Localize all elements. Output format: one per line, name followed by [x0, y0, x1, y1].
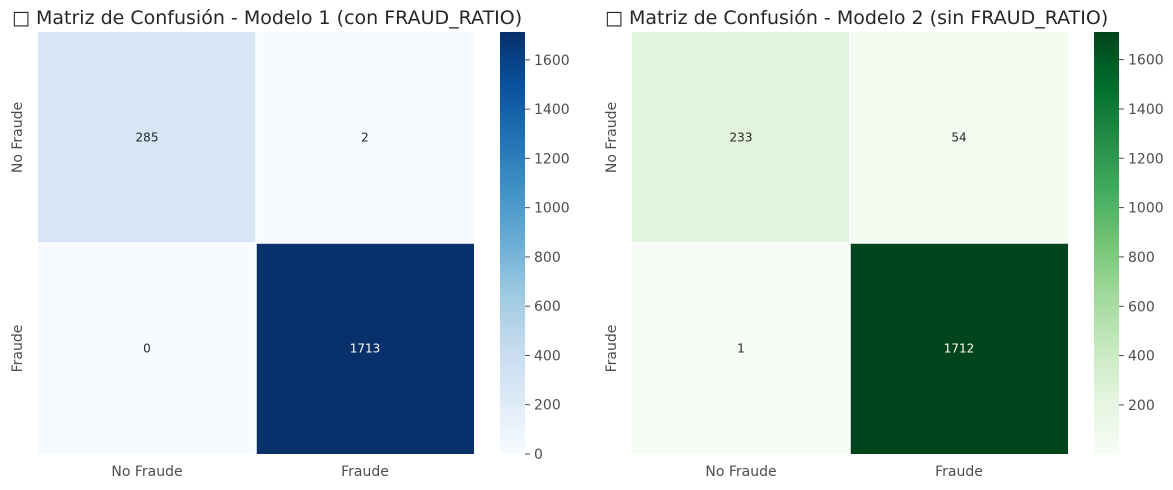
chart-1-colorbar-tick-label: 1400 — [534, 102, 570, 118]
chart-1-colorbar-tick-label: 600 — [534, 299, 561, 315]
chart-2-colorbar-tick-label: 600 — [1128, 299, 1155, 315]
chart-2-x-tick-label: Fraude — [935, 464, 983, 480]
chart-1-colorbar — [500, 32, 525, 454]
chart-2-x-tick-label: No Fraude — [705, 464, 776, 480]
chart-2-colorbar-tick-label: 200 — [1128, 398, 1155, 414]
chart-2-cell-1-0 — [632, 243, 850, 454]
chart-2-cell-0-1 — [850, 32, 1068, 243]
chart-1-cell-label-1-0: 0 — [143, 342, 151, 356]
chart-2-y-tick-label: Fraude — [604, 325, 620, 373]
chart-1-cell-1-0 — [38, 243, 256, 454]
chart-1-colorbar-tick-label: 0 — [534, 447, 543, 463]
chart-2-colorbar-tick-label: 800 — [1128, 250, 1155, 266]
chart-2-colorbar-tick-label: 400 — [1128, 349, 1155, 365]
chart-2-cell-label-0-0: 233 — [730, 131, 753, 145]
chart-1-x-tick-label: No Fraude — [111, 464, 182, 480]
chart-2-colorbar-tick-label: 1600 — [1128, 53, 1164, 69]
chart-2-cell-label-1-0: 1 — [737, 342, 745, 356]
chart-1-colorbar-tick-label: 1600 — [534, 53, 570, 69]
chart-1: □ Matriz de Confusión - Modelo 1 (con FR… — [10, 7, 570, 480]
chart-2-y-tick-label: No Fraude — [604, 102, 620, 173]
chart-1-colorbar-tick-label: 800 — [534, 250, 561, 266]
chart-1-colorbar-tick-label: 1000 — [534, 201, 570, 217]
chart-2-cell-label-1-1: 1712 — [944, 342, 975, 356]
chart-1-cell-label-0-1: 2 — [361, 131, 369, 145]
chart-2-colorbar — [1094, 32, 1119, 454]
chart-1-cell-label-0-0: 285 — [136, 131, 159, 145]
chart-1-cell-0-0 — [38, 32, 256, 243]
chart-2-cell-1-1 — [850, 243, 1068, 454]
chart-1-cell-label-1-1: 1713 — [350, 342, 381, 356]
chart-1-cell-0-1 — [256, 32, 474, 243]
chart-2-colorbar-tick-label: 1400 — [1128, 102, 1164, 118]
chart-2-colorbar-tick-label: 1200 — [1128, 151, 1164, 167]
chart-2-cell-0-0 — [632, 32, 850, 243]
chart-1-x-tick-label: Fraude — [341, 464, 389, 480]
chart-2-title: □ Matriz de Confusión - Modelo 2 (sin FR… — [605, 7, 1108, 29]
chart-1-colorbar-tick-label: 200 — [534, 398, 561, 414]
chart-1-colorbar-tick-label: 1200 — [534, 151, 570, 167]
chart-1-cell-1-1 — [256, 243, 474, 454]
chart-1-y-tick-label: No Fraude — [10, 102, 26, 173]
chart-2-cell-label-0-1: 54 — [951, 131, 966, 145]
chart-2: □ Matriz de Confusión - Modelo 2 (sin FR… — [604, 7, 1164, 480]
chart-1-y-tick-label: Fraude — [10, 325, 26, 373]
chart-2-colorbar-tick-label: 1000 — [1128, 201, 1164, 217]
chart-1-colorbar-tick-label: 400 — [534, 348, 561, 364]
chart-1-title: □ Matriz de Confusión - Modelo 1 (con FR… — [12, 7, 522, 29]
